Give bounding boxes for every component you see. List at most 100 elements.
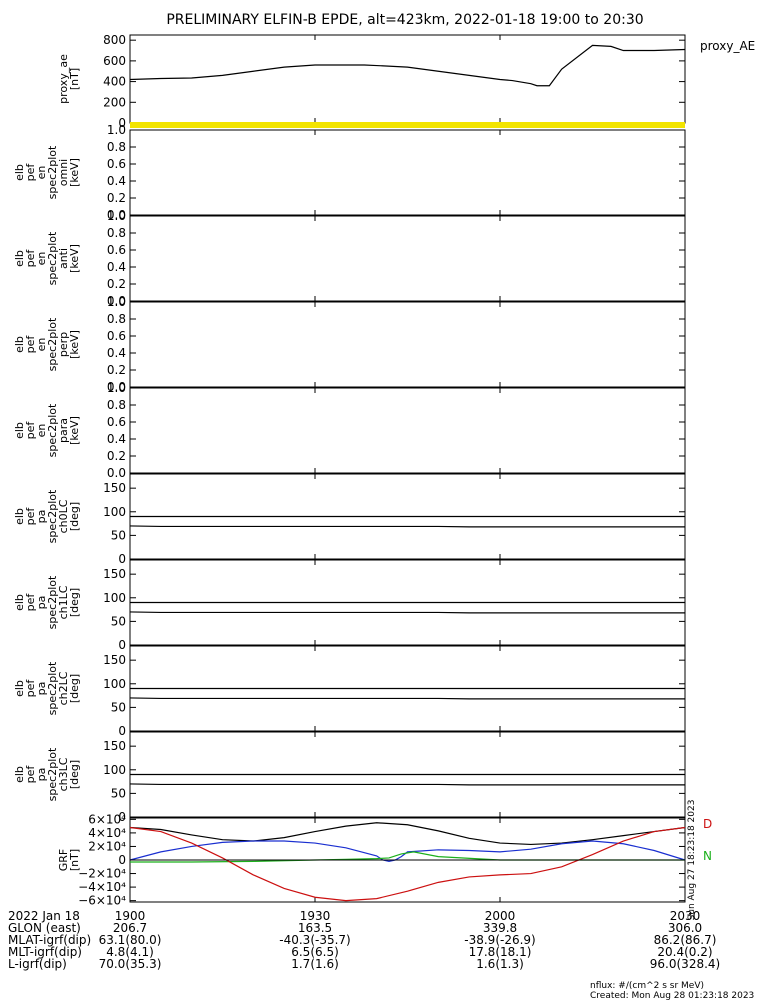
y-axis-label: spec2plot <box>46 575 59 629</box>
y-axis-label: [deg] <box>68 760 81 789</box>
y-tick-label: 600 <box>103 54 126 68</box>
panels: 0200400600800proxy_ae[nT]proxy_AE0.00.20… <box>13 33 755 920</box>
status-bar <box>130 122 685 128</box>
nflux-label: nflux: #/(cm^2 s sr MeV) <box>590 981 704 991</box>
footer-value: -38.9(-26.9) <box>464 933 535 947</box>
panel-frame <box>129 129 686 216</box>
series-line-red <box>129 826 686 902</box>
panel-frame <box>129 387 686 474</box>
footer-value: 4.8(4.1) <box>106 945 154 959</box>
y-tick-label: 150 <box>103 567 126 581</box>
y-axis-label: en <box>35 252 48 266</box>
y-tick-label: 100 <box>103 677 126 691</box>
footer-value: 17.8(18.1) <box>469 945 532 959</box>
y-axis-label: omni <box>57 159 70 186</box>
footer-value: -40.3(-35.7) <box>279 933 350 947</box>
y-axis-label: pef <box>24 163 37 182</box>
y-tick-label: 0 <box>118 552 126 566</box>
y-axis-label: [nT] <box>68 68 81 90</box>
y-axis-label: en <box>35 166 48 180</box>
panel-elb_pef_en_spec2plot_omni: 0.0 0.2 0.4 0.6 0.8 1.0 elbpefenspec2plotomni[… <box>13 122 686 222</box>
footer-label: MLT-igrf(dip) <box>8 945 82 959</box>
y-tick-label: 0.2 <box>107 191 126 205</box>
footer-value: 2030 <box>670 909 701 923</box>
footer-value: 6.5(6.5) <box>291 945 339 959</box>
series-line-blue <box>129 840 686 862</box>
y-tick-label: 800 <box>103 33 126 47</box>
y-tick-label: 0 <box>118 638 126 652</box>
y-tick-label: 0.0 <box>107 208 126 222</box>
footer-value: 339.8 <box>483 921 517 935</box>
y-tick-label: 0.6 <box>107 243 126 257</box>
y-axis-label: en <box>35 338 48 352</box>
y-axis-label: [keV] <box>68 416 81 445</box>
series-line-black <box>129 822 686 846</box>
y-axis-label: elb <box>13 508 26 525</box>
y-tick-label: 100 <box>103 505 126 519</box>
footer-label: 2022 Jan 18 <box>8 909 80 923</box>
footer-label: L-igrf(dip) <box>8 957 67 971</box>
series-line-pa <box>129 697 685 700</box>
y-axis-label: elb <box>13 594 26 611</box>
y-tick-label: 0.8 <box>107 140 126 154</box>
y-axis-label: [keV] <box>68 244 81 273</box>
y-tick-label: 0.2 <box>107 449 126 463</box>
y-tick-label: 0.0 <box>107 466 126 480</box>
y-tick-label: 0.6 <box>107 329 126 343</box>
y-axis-label: [nT] <box>68 849 81 871</box>
footer-value: 1.6(1.3) <box>476 957 524 971</box>
footer-value: 63.1(80.0) <box>99 933 162 947</box>
y-axis-label: proxy_ae <box>57 54 70 104</box>
footer-value: 206.7 <box>113 921 147 935</box>
y-axis-label: spec2plot <box>46 403 59 457</box>
y-tick-label: 0.8 <box>107 226 126 240</box>
y-tick-label: 6×10⁴ <box>88 812 126 826</box>
y-axis-label: pef <box>24 249 37 268</box>
y-tick-label: −2×10⁴ <box>78 867 126 881</box>
footer-value: 163.5 <box>298 921 332 935</box>
series-line-pa <box>129 611 685 614</box>
y-axis-label: spec2plot <box>46 489 59 543</box>
y-axis-label: pef <box>24 335 37 354</box>
panel-frame <box>129 34 686 124</box>
y-tick-label: −4×10⁴ <box>78 880 126 894</box>
y-axis-label: GRF <box>57 849 70 872</box>
y-tick-label: 1.0 <box>107 381 126 395</box>
y-tick-label: 0.8 <box>107 312 126 326</box>
y-axis-label: pef <box>24 507 37 526</box>
y-axis-label: spec2plot <box>46 317 59 371</box>
y-tick-label: 150 <box>103 739 126 753</box>
y-axis-label: elb <box>13 422 26 439</box>
footer-value: 1900 <box>115 909 146 923</box>
y-tick-label: 50 <box>111 786 126 800</box>
y-tick-label: 0.4 <box>107 432 126 446</box>
y-tick-label: 1.0 <box>107 123 126 137</box>
y-tick-label: 0.4 <box>107 174 126 188</box>
legend-d: D <box>703 817 712 831</box>
y-axis-label: elb <box>13 250 26 267</box>
footer-value: 2000 <box>485 909 516 923</box>
y-axis-label: pa <box>35 768 48 782</box>
y-tick-label: 50 <box>111 700 126 714</box>
y-axis-label: pef <box>24 593 37 612</box>
y-axis-label: elb <box>13 766 26 783</box>
panel-frame <box>129 215 686 302</box>
y-axis-label: perp <box>57 332 70 357</box>
y-axis-label: [deg] <box>68 674 81 703</box>
y-axis-label: spec2plot <box>46 661 59 715</box>
y-tick-label: 0.0 <box>107 294 126 308</box>
y-axis-label: [keV] <box>68 330 81 359</box>
y-axis-label: pa <box>35 682 48 696</box>
y-tick-label: 0 <box>118 116 126 130</box>
footer-table: 2022 Jan 18 1900 1930 2000 2030 GLON (east) 20… <box>8 909 720 971</box>
y-axis-label: spec2plot <box>46 231 59 285</box>
y-axis-label: pef <box>24 421 37 440</box>
y-tick-label: 0.2 <box>107 277 126 291</box>
footer-value: 70.0(35.3) <box>99 957 162 971</box>
panel-elb_pef_en_spec2plot_para: 0.0 0.2 0.4 0.6 0.8 1.0 elbpefenspec2plotpara[… <box>13 381 686 480</box>
y-tick-label: 4×10⁴ <box>88 826 126 840</box>
y-axis-label: [deg] <box>68 502 81 531</box>
